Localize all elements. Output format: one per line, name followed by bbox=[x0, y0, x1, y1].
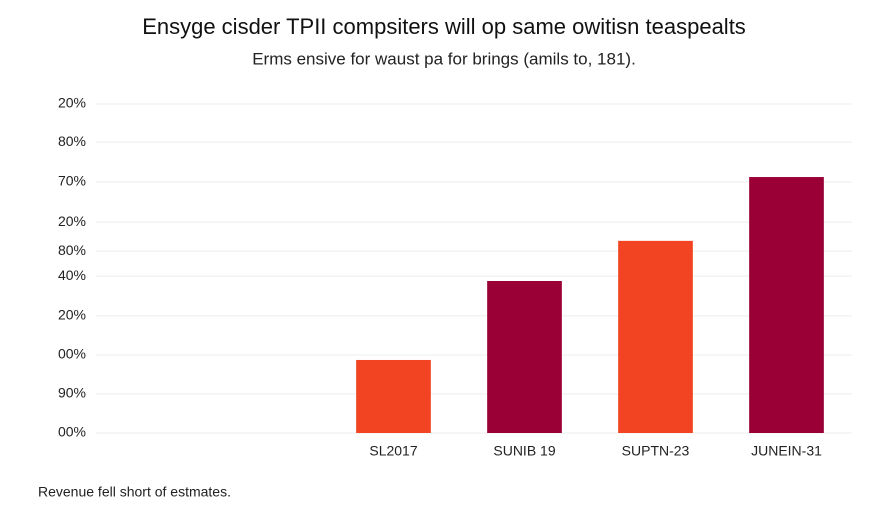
y-tick-label: 80% bbox=[58, 133, 86, 149]
bar bbox=[618, 240, 693, 433]
y-tick-label: 90% bbox=[58, 385, 86, 401]
y-tick-label: 20% bbox=[58, 307, 86, 323]
x-tick-label: SUNIB 19 bbox=[493, 443, 555, 459]
chart-title: Ensyge cisder TPII compsiters will op sa… bbox=[142, 14, 746, 39]
y-tick-label: 20% bbox=[58, 213, 86, 229]
bar bbox=[487, 281, 562, 433]
y-tick-label: 40% bbox=[58, 267, 86, 283]
y-tick-label: 70% bbox=[58, 173, 86, 189]
bar bbox=[356, 359, 431, 433]
x-tick-label: JUNEIN-31 bbox=[751, 443, 822, 459]
chart-subtitle: Erms ensive for waust pa for brings (ami… bbox=[252, 49, 636, 68]
y-tick-label: 20% bbox=[58, 95, 86, 111]
footnote: Revenue fell short of estmates. bbox=[38, 484, 231, 500]
y-tick-label: 00% bbox=[58, 424, 86, 440]
x-tick-label: SUPTN-23 bbox=[622, 443, 690, 459]
x-tick-label: SL2017 bbox=[369, 443, 417, 459]
y-tick-label: 00% bbox=[58, 346, 86, 362]
bar bbox=[749, 177, 824, 433]
y-tick-label: 80% bbox=[58, 242, 86, 258]
